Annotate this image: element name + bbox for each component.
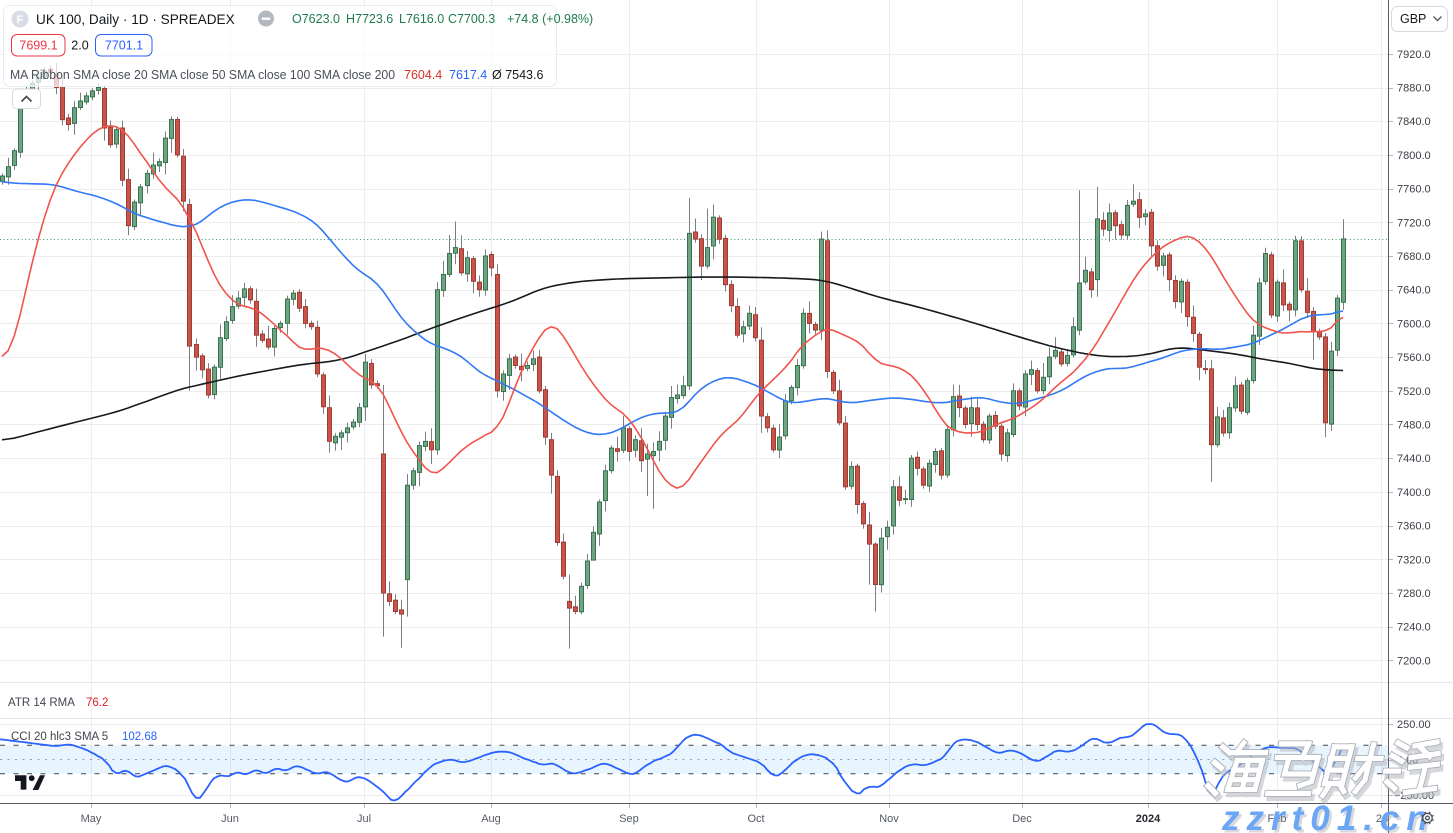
svg-text:7400.0: 7400.0: [1397, 487, 1431, 499]
svg-text:O7623.0: O7623.0: [292, 12, 340, 26]
svg-text:+74.8 (+0.98%): +74.8 (+0.98%): [507, 12, 593, 26]
svg-text:Oct: Oct: [747, 813, 764, 825]
svg-text:7240.0: 7240.0: [1397, 622, 1431, 634]
svg-text:H7723.6: H7723.6: [346, 12, 393, 26]
svg-text:UK 100, Daily · 1D · SPREADEX: UK 100, Daily · 1D · SPREADEX: [36, 12, 235, 27]
svg-text:7480.0: 7480.0: [1397, 420, 1431, 432]
svg-text:MA Ribbon SMA close 20 SMA clo: MA Ribbon SMA close 20 SMA close 50 SMA …: [10, 68, 395, 82]
svg-text:7720.0: 7720.0: [1397, 217, 1431, 229]
svg-text:76.2: 76.2: [86, 697, 108, 709]
svg-text:C7700.3: C7700.3: [448, 12, 495, 26]
svg-text:7560.0: 7560.0: [1397, 352, 1431, 364]
svg-text:Aug: Aug: [481, 813, 501, 825]
svg-text:Sep: Sep: [619, 813, 639, 825]
svg-text:Feb: Feb: [1268, 813, 1287, 825]
svg-text:102.68: 102.68: [122, 731, 157, 743]
svg-text:7604.4: 7604.4: [404, 68, 442, 82]
svg-text:F: F: [17, 14, 24, 26]
svg-text:L7616.0: L7616.0: [399, 12, 444, 26]
svg-text:7701.1: 7701.1: [105, 39, 143, 53]
svg-text:zzrt01.cn: zzrt01.cn: [1224, 802, 1438, 833]
svg-text:7640.0: 7640.0: [1397, 285, 1431, 297]
svg-text:Ø 7543.6: Ø 7543.6: [492, 68, 543, 82]
svg-text:26: 26: [1376, 813, 1388, 825]
svg-text:Nov: Nov: [879, 813, 899, 825]
svg-text:7280.0: 7280.0: [1397, 588, 1431, 600]
svg-text:May: May: [81, 813, 102, 825]
svg-text:250.00: 250.00: [1397, 719, 1431, 731]
svg-text:CCI 20 hlc3 SMA 5: CCI 20 hlc3 SMA 5: [11, 731, 108, 743]
svg-text:7617.4: 7617.4: [449, 68, 487, 82]
svg-text:7920.0: 7920.0: [1397, 49, 1431, 61]
svg-text:ATR 14 RMA: ATR 14 RMA: [8, 697, 75, 709]
svg-text:7840.0: 7840.0: [1397, 116, 1431, 128]
svg-text:7440.0: 7440.0: [1397, 453, 1431, 465]
svg-text:7360.0: 7360.0: [1397, 521, 1431, 533]
svg-text:7520.0: 7520.0: [1397, 386, 1431, 398]
svg-text:7200.0: 7200.0: [1397, 655, 1431, 667]
svg-text:7699.1: 7699.1: [19, 39, 57, 53]
svg-text:7320.0: 7320.0: [1397, 554, 1431, 566]
svg-text:2.0: 2.0: [71, 39, 88, 53]
svg-text:Jul: Jul: [357, 813, 371, 825]
svg-text:7680.0: 7680.0: [1397, 251, 1431, 263]
svg-text:7880.0: 7880.0: [1397, 83, 1431, 95]
svg-text:7600.0: 7600.0: [1397, 318, 1431, 330]
svg-text:zzrt01.cn: zzrt01.cn: [1221, 799, 1435, 833]
svg-text:Dec: Dec: [1012, 813, 1032, 825]
svg-text:2024: 2024: [1136, 813, 1161, 825]
svg-text:GBP: GBP: [1400, 12, 1426, 26]
svg-text:7800.0: 7800.0: [1397, 150, 1431, 162]
svg-text:Jun: Jun: [221, 813, 239, 825]
svg-text:7760.0: 7760.0: [1397, 184, 1431, 196]
